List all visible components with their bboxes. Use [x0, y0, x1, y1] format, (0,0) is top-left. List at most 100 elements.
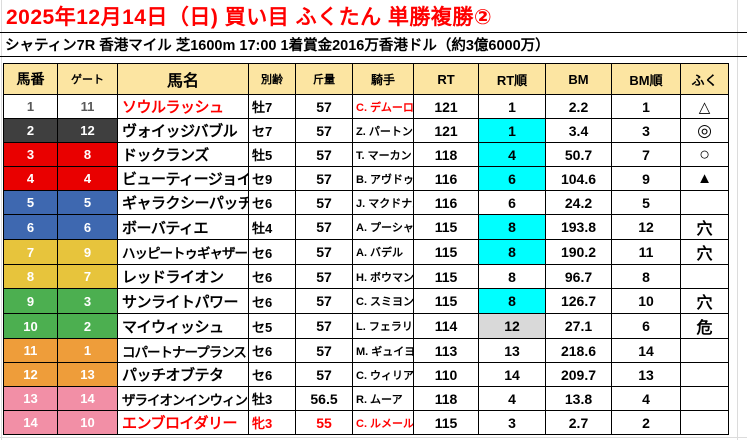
- cell-fuku-mark[interactable]: ○: [680, 142, 729, 167]
- cell-bm-rank[interactable]: 11: [611, 239, 681, 265]
- cell-bm[interactable]: 50.7: [545, 142, 612, 167]
- cell-bm-rank[interactable]: 7: [611, 142, 681, 167]
- cell-gate[interactable]: 7: [57, 264, 118, 289]
- cell-gate[interactable]: 13: [57, 362, 118, 387]
- cell-age-sex[interactable]: 牝3: [248, 410, 296, 435]
- cell-bm[interactable]: 2.7: [545, 410, 612, 435]
- cell-jockey[interactable]: T. マーカンド: [352, 142, 414, 167]
- cell-bm[interactable]: 126.7: [545, 288, 612, 314]
- cell-bm-rank[interactable]: 2: [611, 410, 681, 435]
- cell-rt-rank[interactable]: 4: [478, 386, 546, 411]
- cell-fuku-mark[interactable]: ◎: [680, 118, 729, 143]
- header-fuku-mark[interactable]: ふく: [680, 63, 729, 95]
- cell-fuku-mark[interactable]: [680, 190, 729, 215]
- cell-rt[interactable]: 115: [413, 214, 479, 240]
- cell-bm-rank[interactable]: 6: [611, 313, 681, 339]
- cell-bm[interactable]: 3.4: [545, 118, 612, 143]
- header-gate[interactable]: ゲート: [57, 63, 118, 95]
- cell-rt-rank[interactable]: 13: [478, 338, 546, 363]
- cell-horse-name[interactable]: ビューティージョイ: [117, 166, 249, 191]
- cell-jockey[interactable]: M. ギュイヨン: [352, 338, 414, 363]
- cell-bm-rank[interactable]: 14: [611, 338, 681, 363]
- cell-gate[interactable]: 2: [57, 313, 118, 339]
- cell-fuku-mark[interactable]: 穴: [680, 288, 729, 314]
- cell-jockey[interactable]: B. アヴドゥラ: [352, 166, 414, 191]
- cell-jockey[interactable]: R. ムーア: [352, 386, 414, 411]
- cell-bm[interactable]: 24.2: [545, 190, 612, 215]
- cell-rt-rank[interactable]: 1: [478, 118, 546, 143]
- cell-weight[interactable]: 57: [295, 264, 353, 289]
- cell-age-sex[interactable]: セ6: [248, 239, 296, 265]
- cell-gate[interactable]: 14: [57, 386, 118, 411]
- header-age-sex[interactable]: 別齢: [248, 63, 296, 95]
- cell-gate[interactable]: 9: [57, 239, 118, 265]
- header-horse-name[interactable]: 馬名: [117, 63, 249, 95]
- cell-weight[interactable]: 57: [295, 288, 353, 314]
- cell-horse-name[interactable]: ハッピートゥギャザー: [117, 239, 249, 265]
- cell-jockey[interactable]: C. スミヨン: [352, 288, 414, 314]
- cell-bm[interactable]: 96.7: [545, 264, 612, 289]
- cell-jockey[interactable]: A. バデル: [352, 239, 414, 265]
- header-jockey[interactable]: 騎手: [352, 63, 414, 95]
- cell-rt[interactable]: 110: [413, 362, 479, 387]
- cell-rt-rank[interactable]: 12: [478, 313, 546, 339]
- cell-jockey[interactable]: Z. パートン: [352, 118, 414, 143]
- cell-horse-number[interactable]: 5: [3, 190, 58, 215]
- cell-gate[interactable]: 1: [57, 338, 118, 363]
- cell-rt-rank[interactable]: 1: [478, 94, 546, 119]
- cell-jockey[interactable]: J. マクドナルド: [352, 190, 414, 215]
- cell-horse-number[interactable]: 1: [3, 94, 58, 119]
- cell-horse-number[interactable]: 3: [3, 142, 58, 167]
- cell-fuku-mark[interactable]: [680, 338, 729, 363]
- cell-gate[interactable]: 5: [57, 190, 118, 215]
- cell-horse-number[interactable]: 4: [3, 166, 58, 191]
- cell-weight[interactable]: 57: [295, 94, 353, 119]
- cell-rt[interactable]: 116: [413, 166, 479, 191]
- cell-fuku-mark[interactable]: [680, 264, 729, 289]
- cell-fuku-mark[interactable]: [680, 362, 729, 387]
- cell-rt-rank[interactable]: 14: [478, 362, 546, 387]
- cell-fuku-mark[interactable]: 穴: [680, 214, 729, 240]
- cell-weight[interactable]: 57: [295, 362, 353, 387]
- cell-gate[interactable]: 11: [57, 94, 118, 119]
- cell-jockey[interactable]: L. フェラリス: [352, 313, 414, 339]
- cell-age-sex[interactable]: セ6: [248, 362, 296, 387]
- cell-horse-number[interactable]: 2: [3, 118, 58, 143]
- cell-age-sex[interactable]: 牡4: [248, 214, 296, 240]
- cell-horse-name[interactable]: ソウルラッシュ: [117, 94, 249, 119]
- cell-fuku-mark[interactable]: [680, 410, 729, 435]
- cell-weight[interactable]: 57: [295, 166, 353, 191]
- cell-bm[interactable]: 13.8: [545, 386, 612, 411]
- cell-gate[interactable]: 8: [57, 142, 118, 167]
- cell-horse-name[interactable]: サンライトパワー: [117, 288, 249, 314]
- cell-jockey[interactable]: H. ボウマン: [352, 264, 414, 289]
- cell-rt-rank[interactable]: 4: [478, 142, 546, 167]
- cell-rt[interactable]: 115: [413, 288, 479, 314]
- cell-horse-number[interactable]: 11: [3, 338, 58, 363]
- cell-fuku-mark[interactable]: 穴: [680, 239, 729, 265]
- cell-horse-number[interactable]: 8: [3, 264, 58, 289]
- cell-horse-name[interactable]: ザライオンインウィンター: [117, 386, 249, 411]
- cell-jockey[interactable]: A. プーシャン: [352, 214, 414, 240]
- cell-horse-name[interactable]: コパートナープランス: [117, 338, 249, 363]
- cell-rt[interactable]: 116: [413, 190, 479, 215]
- cell-horse-number[interactable]: 7: [3, 239, 58, 265]
- header-rt-rank[interactable]: RT順: [478, 63, 546, 95]
- cell-rt-rank[interactable]: 3: [478, 410, 546, 435]
- cell-gate[interactable]: 3: [57, 288, 118, 314]
- cell-age-sex[interactable]: セ6: [248, 338, 296, 363]
- cell-horse-name[interactable]: パッチオブテタ: [117, 362, 249, 387]
- cell-weight[interactable]: 57: [295, 338, 353, 363]
- cell-weight[interactable]: 56.5: [295, 386, 353, 411]
- cell-rt-rank[interactable]: 8: [478, 288, 546, 314]
- cell-jockey[interactable]: C. ウィリアムズ: [352, 362, 414, 387]
- cell-horse-number[interactable]: 6: [3, 214, 58, 240]
- cell-bm[interactable]: 2.2: [545, 94, 612, 119]
- cell-bm[interactable]: 218.6: [545, 338, 612, 363]
- cell-weight[interactable]: 57: [295, 313, 353, 339]
- cell-horse-number[interactable]: 13: [3, 386, 58, 411]
- cell-weight[interactable]: 55: [295, 410, 353, 435]
- cell-horse-number[interactable]: 14: [3, 410, 58, 435]
- cell-fuku-mark[interactable]: △: [680, 94, 729, 119]
- cell-bm-rank[interactable]: 3: [611, 118, 681, 143]
